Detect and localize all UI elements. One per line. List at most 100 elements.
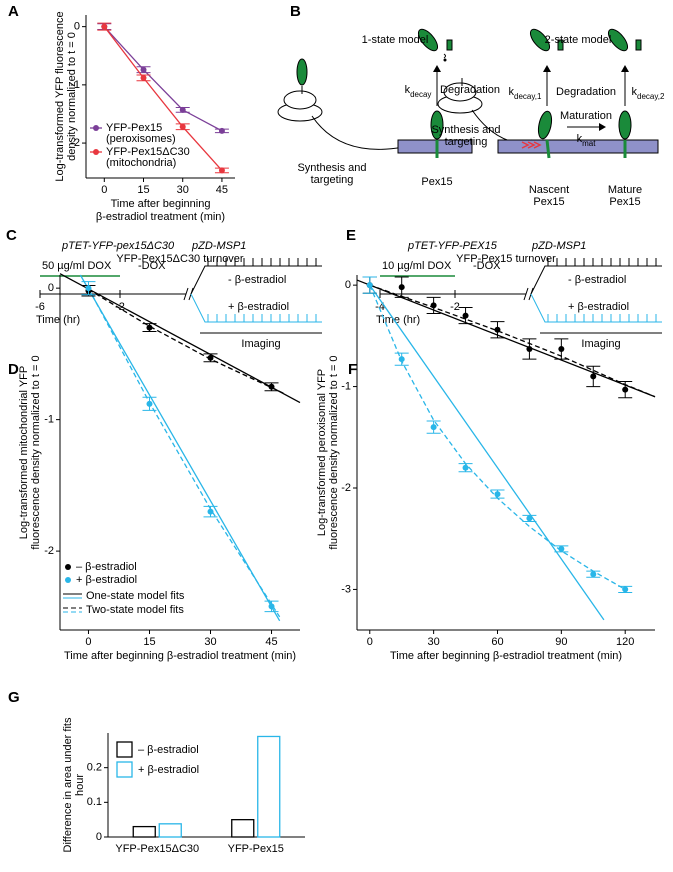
bar <box>257 735 281 838</box>
legend-swatch <box>116 761 133 778</box>
minus-branch <box>530 265 662 295</box>
rate-subscript: mat <box>582 139 596 148</box>
data-point <box>218 127 225 134</box>
label: 15 <box>137 184 149 196</box>
label: – β-estradiol <box>138 744 199 756</box>
label: (peroxisomes) <box>106 133 176 145</box>
label: Log-transformed mitochondrial YFP <box>18 366 30 539</box>
rate-constant: kdecay <box>405 84 432 99</box>
label: 0.1 <box>87 796 102 808</box>
label: Pex15 <box>533 196 564 208</box>
label: F <box>348 361 357 378</box>
label: Difference in area under fits <box>62 717 74 852</box>
label: density normalized to t = 0 <box>66 32 78 161</box>
series-line <box>103 26 223 132</box>
label: 1-state model <box>362 34 429 46</box>
label: Synthesis and <box>297 162 366 174</box>
minus-branch <box>190 265 322 295</box>
label: Mature <box>608 184 642 196</box>
label: YFP-Pex15ΔC30 <box>106 146 190 158</box>
label: 0 <box>48 282 54 294</box>
label: 0 <box>85 636 91 648</box>
data-point <box>207 354 214 361</box>
data-point <box>179 123 186 130</box>
data-point <box>366 282 373 289</box>
data-point <box>398 356 405 363</box>
label: Imaging <box>241 338 280 350</box>
rate-base: k <box>577 133 583 145</box>
label: YFP-Pex15ΔC30 turnover <box>116 253 244 265</box>
data-point <box>622 586 629 593</box>
fit-line <box>79 274 281 622</box>
label: -3 <box>341 583 351 595</box>
label: -2 <box>44 545 54 557</box>
data-point <box>268 603 275 610</box>
label: targeting <box>445 136 488 148</box>
label: 50 µg/ml DOX <box>42 260 112 272</box>
data-point <box>622 386 629 393</box>
data-point <box>140 74 147 81</box>
label: Two-state model fits <box>86 604 184 616</box>
label: Pex15 <box>421 176 452 188</box>
legend-marker <box>93 149 99 155</box>
fit-line <box>88 288 285 394</box>
data-point <box>101 23 108 30</box>
label: -6 <box>35 301 45 313</box>
data-point <box>146 400 153 407</box>
data-point <box>526 515 533 522</box>
label: 0 <box>345 279 351 291</box>
fit-line <box>87 287 281 618</box>
label: – β-estradiol <box>76 561 137 573</box>
label: E <box>346 227 356 244</box>
label: pZD-MSP1 <box>191 240 246 252</box>
rate-constant: kdecay,2 <box>632 86 665 101</box>
data-point <box>268 383 275 390</box>
series-line <box>103 26 223 171</box>
legend-marker <box>93 125 99 131</box>
label: 45 <box>265 636 277 648</box>
label: Pex15 <box>609 196 640 208</box>
label: (mitochondria) <box>106 157 176 169</box>
label: 0 <box>367 636 373 648</box>
label: One-state model fits <box>86 590 185 602</box>
label: pTET-YFP-PEX15 <box>407 240 498 252</box>
label: + β-estradiol <box>138 764 199 776</box>
label: Time after beginning β-estradiol treatme… <box>64 650 296 662</box>
label: Time (hr) <box>36 314 80 326</box>
data-point <box>179 106 186 113</box>
label: Synthesis and <box>431 124 500 136</box>
data-point <box>462 312 469 319</box>
label: 90 <box>555 636 567 648</box>
legend-marker <box>65 577 71 583</box>
label: -2 <box>115 301 125 313</box>
label: Time (hr) <box>376 314 420 326</box>
model-diagram <box>277 28 659 159</box>
label: pTET-YFP-pex15ΔC30 <box>61 240 175 252</box>
rate-constant: kmat <box>577 133 597 148</box>
label: -DOX <box>138 260 166 272</box>
label: hour <box>74 774 86 796</box>
data-point <box>558 346 565 353</box>
plus-branch <box>530 293 662 323</box>
label: -1 <box>44 414 54 426</box>
label: Time after beginning <box>111 198 211 210</box>
data-point <box>494 326 501 333</box>
data-point <box>207 508 214 515</box>
data-point <box>462 464 469 471</box>
label: C <box>6 227 17 244</box>
label: 30 <box>428 636 440 648</box>
label: 0 <box>101 184 107 196</box>
label: 0 <box>96 831 102 843</box>
data-point <box>430 424 437 431</box>
rate-base: k <box>509 86 515 98</box>
label: 0 <box>74 21 80 33</box>
data-point <box>590 373 597 380</box>
legend-marker <box>65 564 71 570</box>
label: - β-estradiol <box>568 274 626 286</box>
label: YFP-Pex15 <box>106 122 162 134</box>
data-point <box>430 302 437 309</box>
label: 10 µg/ml DOX <box>382 260 452 272</box>
fit-line <box>369 284 605 621</box>
label: + β-estradiol <box>228 301 289 313</box>
label: -1 <box>70 79 80 91</box>
